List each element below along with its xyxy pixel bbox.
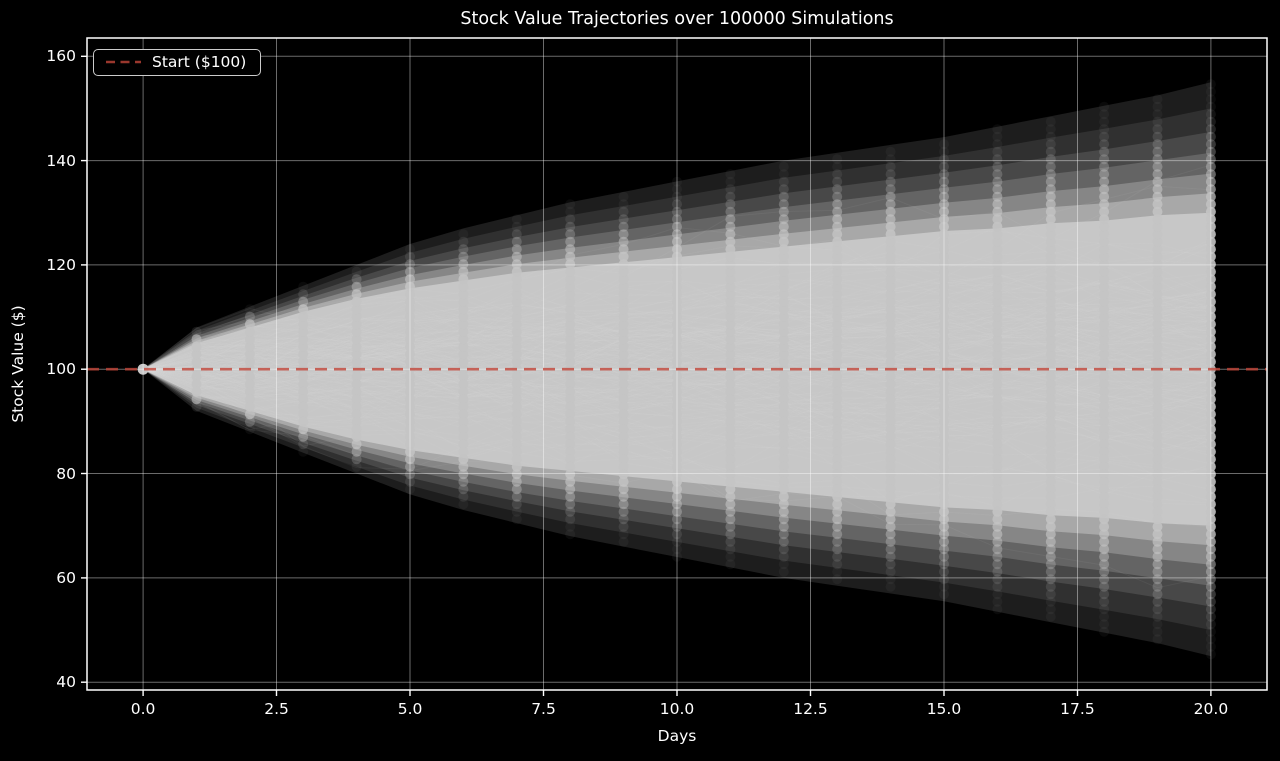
x-tick-label: 7.5 — [531, 700, 556, 718]
legend: Start ($100) — [93, 49, 262, 76]
x-tick-label: 12.5 — [793, 700, 828, 718]
x-tick-label: 17.5 — [1060, 700, 1095, 718]
x-tick-label: 15.0 — [926, 700, 962, 718]
legend-dashed-line-icon — [106, 60, 141, 64]
y-tick-label: 80 — [56, 464, 76, 483]
y-tick-label: 40 — [56, 673, 76, 692]
y-tick-label: 60 — [56, 568, 76, 587]
y-tick-label: 160 — [46, 47, 76, 66]
x-tick-label: 10.0 — [659, 700, 695, 718]
x-tick-label: 0.0 — [130, 700, 156, 718]
chart-title: Stock Value Trajectories over 100000 Sim… — [460, 9, 894, 29]
y-tick-label: 140 — [46, 151, 76, 170]
x-tick-label: 5.0 — [397, 700, 423, 718]
legend-label: Start ($100) — [152, 53, 247, 71]
y-axis-label: Stock Value ($) — [9, 305, 27, 423]
y-tick-label: 120 — [46, 255, 76, 274]
x-axis-label: Days — [657, 727, 697, 745]
x-tick-label: 20.0 — [1193, 700, 1229, 718]
x-tick-label: 2.5 — [264, 700, 289, 718]
y-tick-label: 100 — [46, 360, 76, 379]
